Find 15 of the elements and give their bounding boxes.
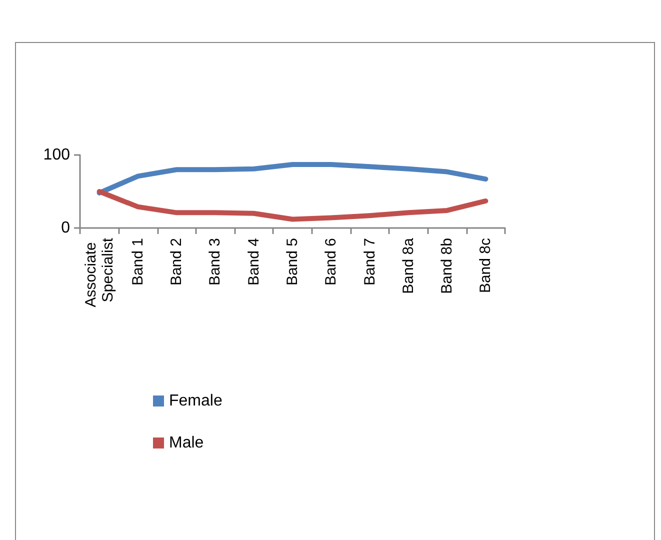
x-tick-label: Band 5 [284,238,301,286]
x-tick-label: Band 8a [400,237,417,294]
y-tick-label: 0 [61,220,70,236]
x-tick-label: Band 4 [245,238,262,286]
legend-label: Male [169,434,204,452]
x-tick-label: Band 1 [129,238,146,286]
x-tick-label: Band 8c [477,238,494,294]
x-tick-label: Band 8b [438,238,456,294]
legend-label: Female [169,392,222,410]
x-tick-label: Band 3 [206,238,224,286]
x-tick-label: Band 6 [322,238,340,286]
x-tick-label: Band 7 [361,238,378,286]
y-tick-label: 100 [43,146,70,164]
x-tick-label: Band 2 [168,238,186,286]
x-tick-label: Associate Specialist [82,237,116,308]
